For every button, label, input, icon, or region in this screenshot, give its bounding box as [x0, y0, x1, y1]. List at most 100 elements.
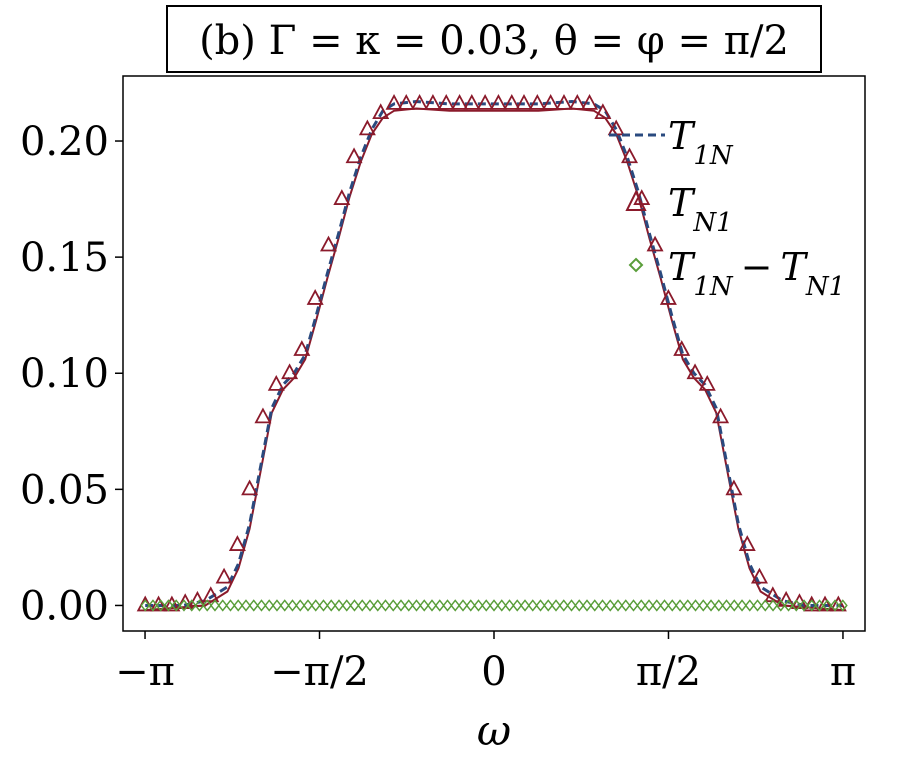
diamond-marker: [202, 599, 213, 612]
diamond-marker: [613, 599, 623, 612]
triangle-marker: [777, 590, 795, 607]
triangle-marker: [568, 93, 586, 110]
diamond-marker: [194, 599, 205, 612]
triangle-marker: [555, 93, 573, 110]
diamond-marker: [396, 599, 406, 612]
diamond-marker: [233, 599, 244, 612]
diamond-marker: [295, 599, 306, 612]
triangle-marker: [542, 93, 560, 110]
diamond-marker: [799, 599, 809, 612]
diamond-marker: [365, 599, 375, 612]
diamond-marker: [318, 599, 329, 612]
diamond-marker: [210, 599, 220, 612]
triangle-marker: [463, 93, 481, 110]
diamond-marker: [512, 599, 523, 612]
diamond-marker: [551, 599, 561, 612]
triangle-marker: [385, 93, 403, 110]
diamond-marker: [372, 599, 383, 612]
diamond-marker: [148, 599, 158, 612]
triangle-marker: [659, 289, 677, 305]
x-tick-label: 0: [481, 649, 506, 695]
diamond-marker: [272, 599, 282, 612]
diamond-marker: [179, 599, 189, 612]
diamond-marker: [241, 599, 251, 612]
legend-swatch-t-n1: [625, 189, 647, 211]
x-tick-label: −π: [115, 649, 175, 695]
triangle-marker: [241, 479, 259, 496]
diamond-marker: [341, 599, 352, 612]
triangle-marker: [424, 93, 442, 110]
diamond-marker: [589, 599, 600, 612]
legend: T1N TN1 T1N − TN1: [609, 114, 845, 302]
diamond-marker: [791, 599, 802, 612]
diamond-marker: [248, 599, 259, 612]
y-axis: 0.00 0.05 0.10 0.15 0.20: [20, 119, 123, 629]
y-tick-label: 0.05: [20, 467, 109, 513]
diamond-marker: [357, 599, 368, 612]
diamond-marker: [543, 599, 554, 612]
diamond-marker: [620, 599, 631, 612]
triangle-marker: [267, 374, 285, 391]
triangle-marker: [581, 93, 599, 110]
triangle-marker: [698, 374, 716, 391]
triangle-marker: [215, 567, 233, 584]
legend-label-t-1n-minus-t-n1: T1N − TN1: [668, 245, 845, 302]
diamond-marker: [837, 599, 848, 612]
diamond-marker: [419, 599, 430, 612]
diamond-marker: [806, 599, 817, 612]
diamond-marker: [582, 599, 592, 612]
y-tick-label: 0.10: [20, 351, 109, 397]
triangle-marker: [254, 407, 272, 424]
diamond-marker: [427, 599, 437, 612]
y-tick-label: 0.00: [20, 583, 109, 629]
chart-title: (b) Γ = κ = 0.03, θ = φ = π/2: [199, 18, 789, 64]
triangle-marker: [738, 535, 756, 551]
diamond-marker: [752, 599, 763, 612]
diamond-marker: [388, 599, 399, 612]
diamond-marker: [434, 599, 445, 612]
chart-title-group: (b) Γ = κ = 0.03, θ = φ = π/2: [166, 5, 822, 73]
triangle-marker: [725, 479, 743, 496]
diamond-marker: [225, 599, 236, 612]
triangle-marker: [163, 595, 181, 612]
diamond-marker: [682, 599, 693, 612]
diamond-marker: [775, 599, 786, 612]
x-axis-label: ω: [477, 706, 511, 755]
diamond-marker: [644, 599, 654, 612]
diamond-marker: [411, 599, 422, 612]
plot-content: [136, 93, 848, 612]
x-tick-label: π: [830, 649, 856, 695]
triangle-marker: [750, 567, 768, 584]
triangle-marker: [515, 93, 533, 110]
diamond-marker: [597, 599, 608, 612]
diamond-marker: [729, 599, 740, 612]
legend-label-t-1n: T1N: [668, 114, 734, 171]
diamond-marker: [744, 599, 755, 612]
diamond-marker: [651, 599, 662, 612]
triangle-marker: [594, 103, 612, 120]
diamond-marker: [380, 599, 391, 612]
diamond-marker: [760, 599, 771, 612]
triangle-marker: [293, 340, 311, 356]
triangle-marker: [451, 93, 469, 110]
diamond-marker: [822, 599, 833, 612]
diamond-marker: [636, 599, 647, 612]
triangle-marker: [476, 93, 494, 110]
triangle-marker: [397, 93, 415, 110]
diamond-marker: [326, 599, 337, 612]
diamond-marker: [473, 599, 484, 612]
diamond-marker: [489, 599, 499, 612]
diamond-marker: [163, 599, 174, 612]
triangle-marker: [411, 93, 429, 110]
diamond-marker: [574, 599, 585, 612]
diamond-marker: [450, 599, 461, 612]
triangle-marker: [306, 289, 324, 305]
triangle-marker: [528, 93, 546, 110]
x-tick-label: −π/2: [270, 649, 369, 695]
diamond-marker: [566, 599, 577, 612]
diamond-marker: [186, 599, 197, 612]
diamond-marker: [256, 599, 267, 612]
diamond-marker: [628, 599, 639, 612]
triangle-marker: [686, 363, 704, 380]
triangle-marker: [489, 93, 507, 110]
